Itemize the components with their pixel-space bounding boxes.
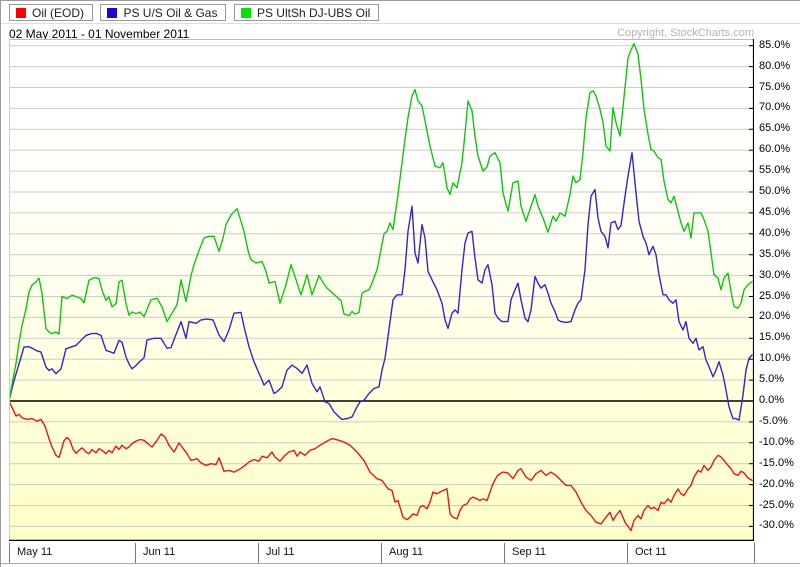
oil-eod-swatch-icon [16, 7, 26, 18]
performance-line-chart [9, 39, 754, 541]
legend-button-oil-eod[interactable]: Oil (EOD) [9, 4, 93, 21]
month-separator [627, 543, 628, 563]
y-axis-tick-label: 20.0% [759, 310, 791, 323]
y-axis-tick-label: -15.0% [759, 456, 794, 469]
x-axis-month-label: Sep 11 [512, 546, 547, 558]
y-axis-tick-label: -10.0% [759, 435, 794, 448]
y-axis-tick-label: -25.0% [759, 498, 794, 511]
x-axis-month-label: May 11 [17, 546, 53, 558]
y-axis-tick-label: 50.0% [759, 185, 791, 197]
y-axis-tick-label: 65.0% [759, 122, 791, 135]
y-axis-tick-label: 75.0% [759, 80, 791, 93]
y-axis-tick-label: -5.0% [759, 414, 788, 427]
legend-strip: Oil (EOD) PS U/S Oil & Gas PS UltSh DJ-U… [1, 1, 800, 24]
y-axis-tick-label: 35.0% [759, 247, 791, 260]
x-axis: May 11 Jun 11 Jul 11 Aug 11 Sep 11 Oct 11 [1, 541, 800, 563]
legend-label: Oil (EOD) [32, 5, 84, 20]
y-axis-tick-label: 45.0% [759, 205, 791, 218]
y-axis-tick-label: 30.0% [759, 268, 791, 281]
month-separator [9, 543, 10, 563]
plot-area [9, 39, 754, 541]
ps-ultsh-dj-ubs-oil-swatch-icon [240, 7, 251, 18]
y-axis-tick-label: 15.0% [759, 331, 791, 344]
x-axis-month-label: Aug 11 [389, 546, 424, 558]
legend-label: PS UltSh DJ-UBS Oil [256, 5, 371, 20]
y-axis-tick-label: 0.0% [759, 394, 785, 406]
y-axis-tick-label: 70.0% [759, 101, 791, 114]
month-separator [754, 543, 755, 563]
y-axis-tick-label: 60.0% [759, 143, 791, 156]
month-separator [504, 543, 505, 563]
x-axis-month-label: Jun 11 [143, 546, 176, 558]
y-axis-tick-label: 85.0% [759, 38, 791, 51]
legend-button-ps-us-oil-gas[interactable]: PS U/S Oil & Gas [100, 4, 227, 21]
month-separator [135, 543, 136, 563]
y-axis-tick-label: 10.0% [759, 352, 791, 365]
copyright-label: Copyright, StockCharts.com [617, 27, 754, 39]
legend-button-ps-ultsh-dj-ubs-oil[interactable]: PS UltSh DJ-UBS Oil [233, 4, 380, 21]
legend-label: PS U/S Oil & Gas [123, 5, 218, 20]
y-axis-tick-label: 80.0% [759, 59, 791, 72]
month-separator [258, 543, 259, 563]
y-axis-tick-label: 5.0% [759, 373, 785, 386]
x-axis-month-label: Oct 11 [635, 546, 667, 558]
x-axis-bottom-rule [1, 563, 800, 564]
month-separator [381, 543, 382, 563]
ps-us-oil-gas-swatch-icon [107, 7, 118, 18]
y-axis-tick-label: -20.0% [759, 477, 794, 490]
y-axis-tick-label: 25.0% [759, 289, 791, 302]
x-axis-month-label: Jul 11 [266, 546, 295, 558]
y-axis-tick-label: -30.0% [759, 519, 794, 532]
y-axis-tick-label: 40.0% [759, 226, 791, 239]
date-range-label: 02 May 2011 - 01 November 2011 [9, 27, 190, 41]
y-axis-tick-label: 55.0% [759, 164, 791, 177]
